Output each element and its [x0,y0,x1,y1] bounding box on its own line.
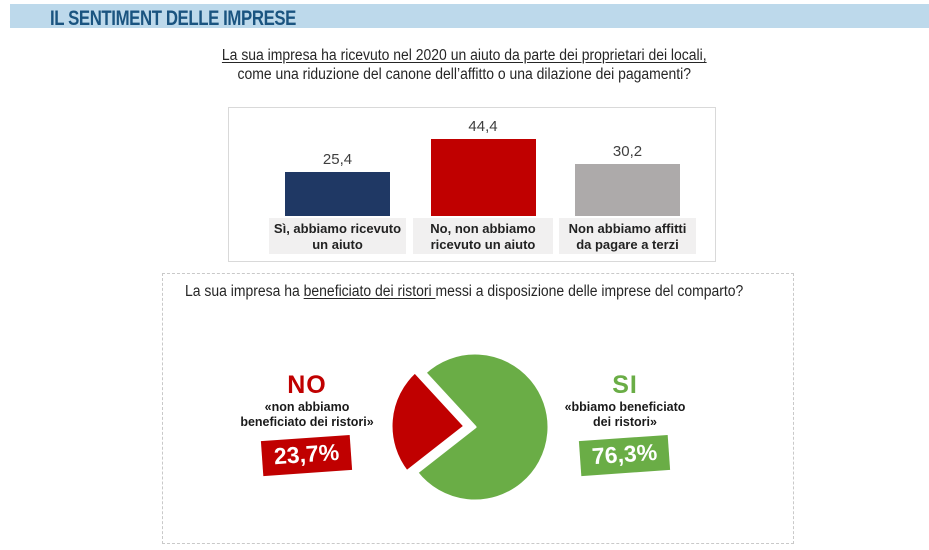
bar-category-label: No, non abbiamo ricevuto un aiuto [413,218,553,254]
no-caption-line2: beneficiato dei ristori» [240,415,374,429]
bar-category-label: Non abbiamo affitti da pagare a terzi [559,218,696,254]
question2-prefix: La sua impresa ha [185,283,304,300]
question2-suffix: messi a disposizione delle imprese del c… [435,283,744,300]
bar-chart-panel: 25,4 Sì, abbiamo ricevuto un aiuto 44,4 No, … [228,107,716,262]
question1-line1: La sua impresa ha ricevuto nel 2020 un a… [222,47,707,64]
bar-value-label: 30,2 [612,143,643,160]
pie-slice-si [415,351,551,503]
no-label: NO [287,371,327,399]
header-band: IL SENTIMENT DELLE IMPRESE [10,4,929,30]
question1-line2: come una riduzione del canone dell’affit… [237,66,692,83]
si-label: SI [612,371,638,399]
pie-annotation-no: NO «non abbiamo beneficiato dei ristori»… [222,371,392,477]
page-title: IL SENTIMENT DELLE IMPRESE [50,7,296,30]
pie-section-border [162,273,794,544]
no-percentage-badge: 23,7% [261,434,353,477]
bar [285,172,390,216]
pie-chart [389,351,551,503]
si-percentage-badge: 76,3% [579,434,671,477]
pie-chart-question: La sua impresa ha beneficiato dei ristor… [0,282,929,301]
bar-value-label: 44,4 [468,118,498,135]
no-caption-line1: «non abbiamo [264,400,350,414]
si-caption-line2: dei ristori» [593,415,657,429]
bar-chart-question: La sua impresa ha ricevuto nel 2020 un a… [0,46,929,84]
bar [430,139,536,216]
bar-category-label: Sì, abbiamo ricevuto un aiuto [269,218,406,254]
bar-value-label: 25,4 [322,151,353,168]
question2-underlined: beneficiato dei ristori [303,283,436,300]
si-caption-line1: «bbiamo beneficiato [564,400,686,414]
pie-slice-no [389,370,467,474]
bar [575,164,680,216]
pie-annotation-si: SI «bbiamo beneficiato dei ristori» 76,3… [540,371,710,477]
